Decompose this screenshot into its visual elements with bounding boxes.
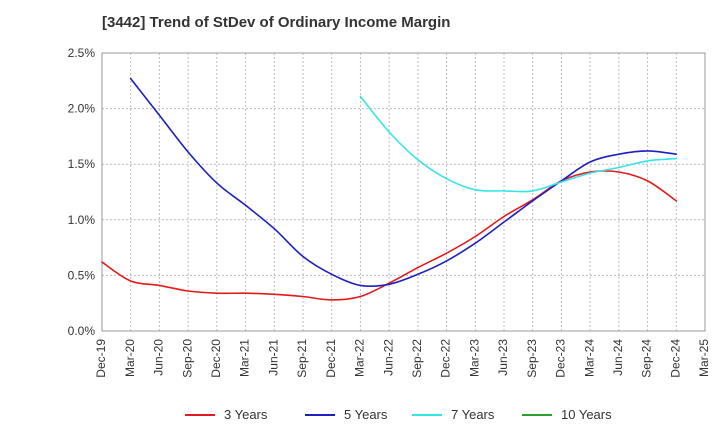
x-tick-label: Jun-24	[611, 339, 625, 376]
chart-title: [3442] Trend of StDev of Ordinary Income…	[102, 14, 451, 31]
series-line-3-years	[101, 170, 678, 301]
x-tick-label: Mar-24	[582, 339, 596, 377]
plot-frame	[101, 52, 706, 332]
x-tick-label: Sep-24	[640, 339, 654, 378]
y-tick-label: 2.5%	[68, 46, 96, 60]
axis-layer: 0.0% 0.5% 1.0% 1.5% 2.0% 2.5% Dec-19 Mar-20 Jun-…	[68, 46, 712, 378]
y-tick-label: 2.0%	[68, 102, 96, 116]
x-tick-label: Dec-21	[324, 339, 338, 378]
y-tick-label: 0.0%	[68, 324, 96, 338]
y-tick-label: 0.5%	[68, 268, 96, 282]
legend-label-5-years: 5 Years	[344, 407, 388, 422]
legend-label-3-years: 3 Years	[224, 407, 268, 422]
x-tick-label: Dec-23	[554, 339, 568, 378]
legend-layer: 3 Years 5 Years 7 Years 10 Years	[185, 407, 612, 422]
x-tick-label: Dec-20	[209, 339, 223, 378]
x-tick-label: Jun-23	[496, 339, 510, 376]
legend-label-10-years: 10 Years	[561, 407, 612, 422]
x-tick-label: Sep-23	[525, 339, 539, 378]
x-tick-label: Dec-19	[94, 339, 108, 378]
x-tick-label: Mar-22	[353, 339, 367, 377]
series-line-7-years	[359, 95, 678, 193]
x-tick-label: Dec-22	[439, 339, 453, 378]
legend-label-7-years: 7 Years	[451, 407, 495, 422]
x-tick-label: Mar-25	[697, 339, 711, 377]
x-tick-label: Jun-22	[381, 339, 395, 376]
x-tick-label: Sep-20	[180, 339, 194, 378]
x-tick-label: Jun-20	[152, 339, 166, 376]
x-tick-label: Sep-22	[410, 339, 424, 378]
grid-layer	[102, 52, 706, 331]
x-tick-label: Jun-21	[266, 339, 280, 376]
x-tick-label: Dec-24	[668, 339, 682, 378]
x-tick-label: Sep-21	[295, 339, 309, 378]
y-tick-label: 1.5%	[68, 157, 96, 171]
series-line-5-years	[129, 77, 678, 288]
x-tick-label: Mar-21	[238, 339, 252, 377]
x-tick-label: Mar-20	[123, 339, 137, 377]
y-tick-label: 1.0%	[68, 213, 96, 227]
series-layer	[101, 77, 678, 301]
x-tick-label: Mar-23	[467, 339, 481, 377]
